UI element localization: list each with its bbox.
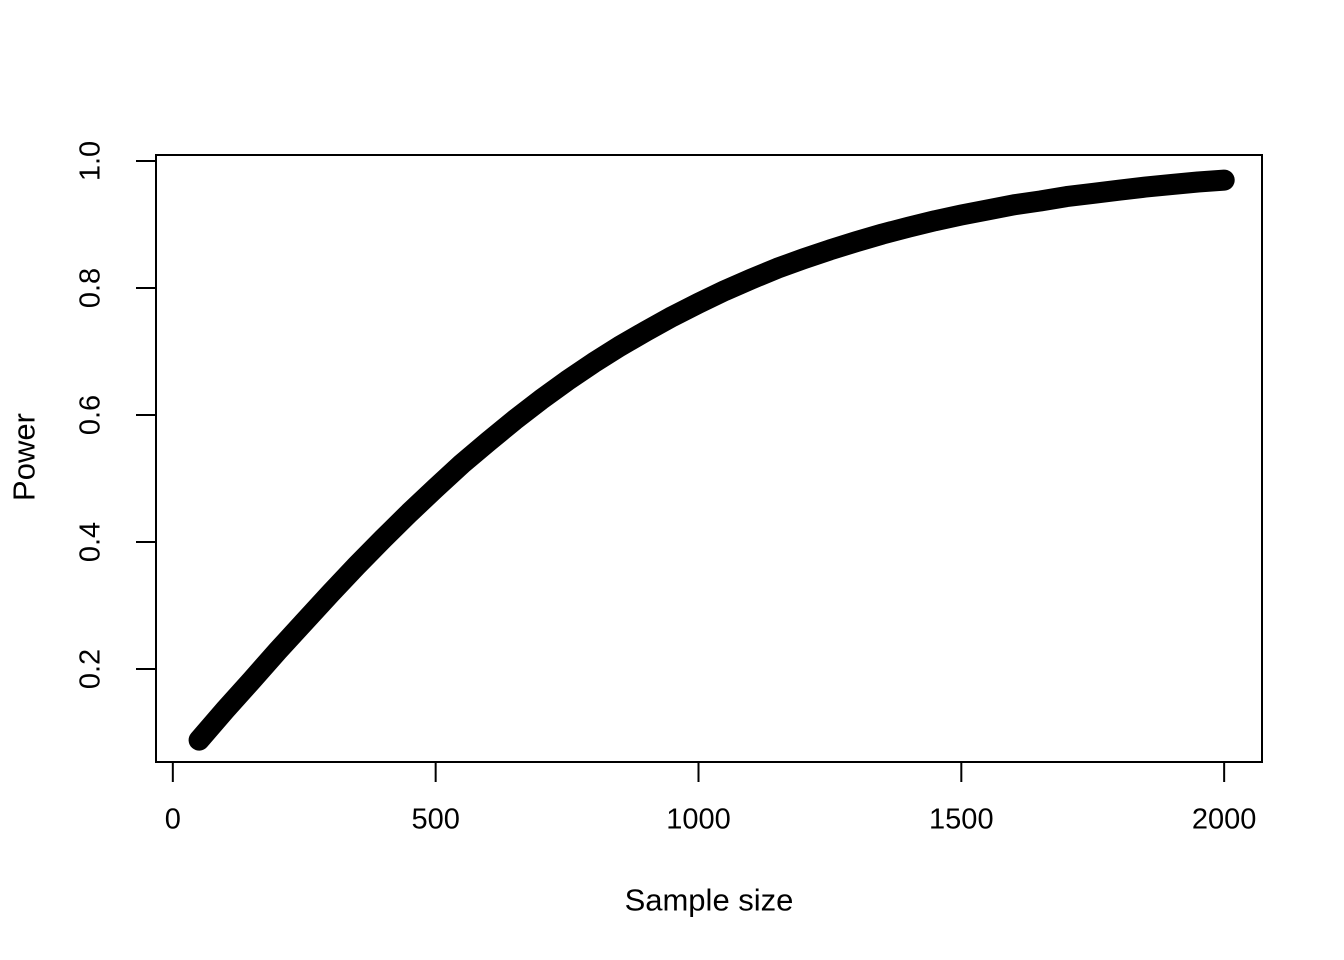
y-axis-title: Power xyxy=(6,413,42,501)
x-tick-label: 1500 xyxy=(929,803,994,836)
y-tick-label: 0.8 xyxy=(74,267,107,309)
plot-border xyxy=(155,154,1263,763)
y-tick-label: 0.4 xyxy=(74,521,107,563)
x-tick-label: 0 xyxy=(164,803,181,836)
x-tick-label: 2000 xyxy=(1191,803,1257,836)
x-axis-title: Sample size xyxy=(624,882,794,918)
x-tick-label: 1000 xyxy=(666,803,731,836)
y-tick-label: 0.6 xyxy=(74,394,107,436)
y-tick-label: 0.2 xyxy=(74,648,107,690)
x-tick-label: 500 xyxy=(411,803,460,836)
y-tick-label: 1.0 xyxy=(74,140,107,182)
power-curve xyxy=(188,169,1235,751)
